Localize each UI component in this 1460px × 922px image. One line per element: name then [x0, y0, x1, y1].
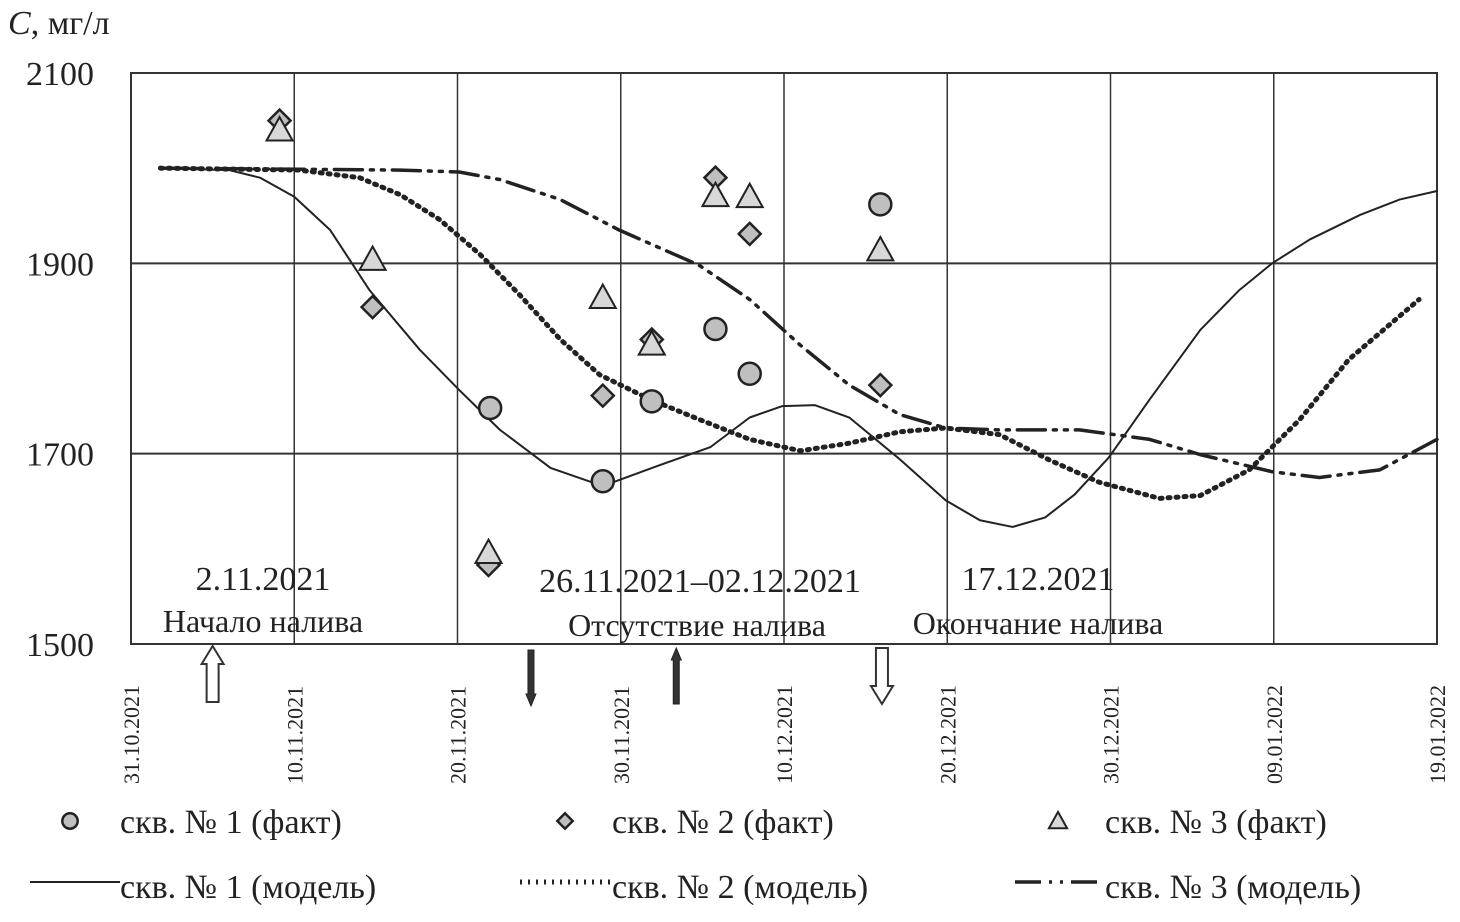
legend-label: скв. № 1 (модель) [120, 869, 376, 906]
x-tick-label: 09.01.2022 [1262, 685, 1287, 784]
data-point-triangle [264, 115, 295, 142]
x-tick-label: 19.01.2022 [1425, 685, 1450, 784]
legend-marker-circle [61, 812, 79, 830]
y-tick-label: 1500 [26, 627, 94, 664]
annotation-text: Начало налива [163, 603, 363, 639]
arrow-up-icon [670, 646, 683, 705]
data-point-triangle [865, 234, 896, 262]
y-tick-label: 2100 [26, 56, 94, 93]
data-point-triangle [357, 244, 388, 271]
x-tick-label: 20.12.2021 [935, 685, 960, 784]
x-tick-label: 10.12.2021 [772, 685, 797, 784]
data-point-triangle [735, 181, 765, 209]
data-point-triangle [700, 180, 731, 208]
data-point-triangle [588, 282, 618, 309]
legend: скв. № 1 (факт) скв. № 2 (факт) скв. № 3 (… [30, 804, 1361, 906]
data-point-diamond [736, 221, 763, 247]
legend-marker-triangle [1047, 809, 1069, 830]
annotation-date: 2.11.2021 [196, 561, 331, 598]
x-tick-label: 10.11.2021 [282, 686, 307, 784]
data-point-triangle [473, 537, 504, 565]
data-point-diamond [590, 382, 616, 409]
data-point-circle [477, 395, 503, 421]
x-tick-label: 31.10.2021 [119, 685, 144, 784]
legend-label: скв. № 2 (факт) [612, 804, 834, 841]
data-point-circle [737, 361, 762, 386]
model-line-3 [158, 166, 1439, 480]
legend-label: скв. № 3 (модель) [1105, 869, 1361, 906]
arrow-down-icon [869, 647, 895, 706]
data-point-circle [639, 389, 665, 414]
data-point-triangle [637, 329, 667, 356]
y-tick-label: 1700 [26, 437, 94, 474]
plot-frame [130, 72, 1438, 645]
data-point-diamond [359, 294, 386, 320]
legend-marker-diamond [555, 811, 575, 831]
legend-label: скв. № 2 (модель) [612, 869, 868, 906]
y-axis-label: C, мг/л [8, 5, 110, 42]
legend-label: скв. № 3 (факт) [1105, 804, 1327, 841]
legend-label: скв. № 1 (факт) [120, 804, 342, 841]
x-tick-label: 20.11.2021 [446, 686, 471, 784]
grid [130, 72, 1438, 645]
data-point-circle [703, 316, 728, 342]
arrow-up-icon [199, 644, 226, 703]
annotation-date: 26.11.2021–02.12.2021 [539, 563, 861, 600]
annotation-text: Отсутствие налива [568, 607, 826, 643]
y-tick-label: 1900 [26, 246, 94, 283]
data-point-diamond [867, 372, 894, 398]
x-tick-label: 30.11.2021 [609, 686, 634, 784]
data-point-circle [868, 192, 893, 217]
model-line-2 [157, 165, 1422, 501]
annotation-text: Окончание налива [913, 605, 1164, 641]
arrow-down-icon [525, 649, 537, 708]
x-tick-label: 30.12.2021 [1099, 685, 1124, 784]
annotation-date: 17.12.2021 [962, 561, 1115, 598]
data-point-circle [590, 469, 616, 494]
